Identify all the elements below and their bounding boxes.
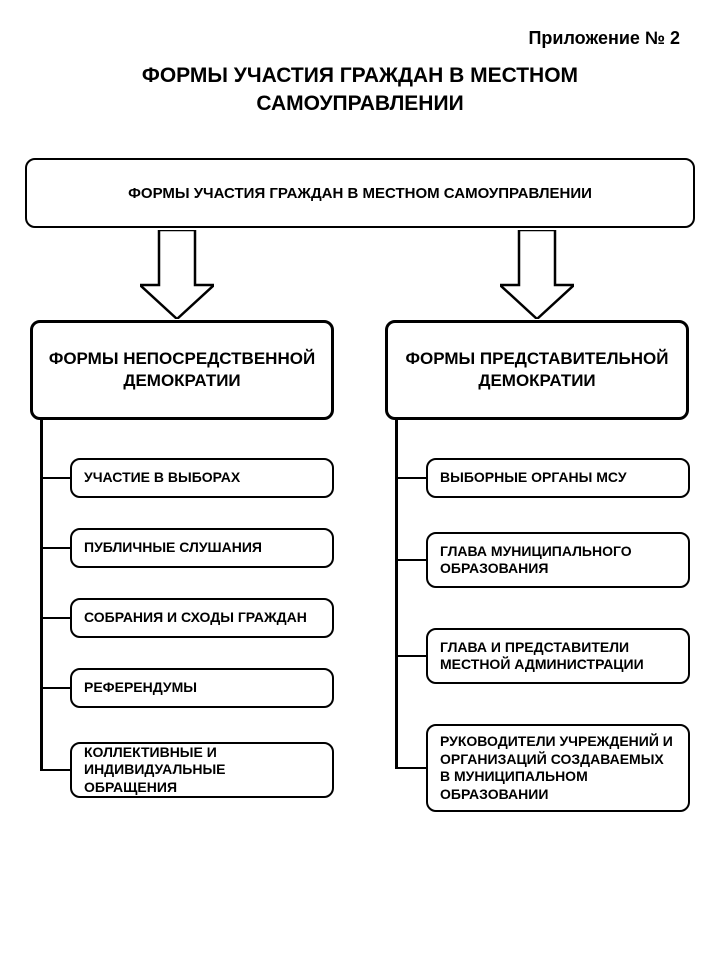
left-item: РЕФЕРЕНДУМЫ [70, 668, 334, 708]
connector-h [395, 559, 426, 562]
right-item: РУКОВОДИТЕЛИ УЧРЕЖДЕНИЙ И ОРГАНИЗАЦИЙ СО… [426, 724, 690, 812]
arrow-left [140, 230, 214, 319]
connector-h [40, 477, 70, 480]
left-item: ПУБЛИЧНЫЕ СЛУШАНИЯ [70, 528, 334, 568]
left-item: СОБРАНИЯ И СХОДЫ ГРАЖДАН [70, 598, 334, 638]
right-item: ГЛАВА И ПРЕДСТАВИТЕЛИ МЕСТНОЙ АДМИНИСТРА… [426, 628, 690, 684]
connector-h [40, 769, 70, 772]
right-item: ВЫБОРНЫЕ ОРГАНЫ МСУ [426, 458, 690, 498]
connector-h [395, 655, 426, 658]
connector-h [40, 547, 70, 550]
arrow-right [500, 230, 574, 319]
connector-h [40, 687, 70, 690]
page-title: ФОРМЫ УЧАСТИЯ ГРАЖДАН В МЕСТНОМ САМОУПРА… [50, 62, 670, 119]
connector-v [395, 420, 398, 769]
appendix-label: Приложение № 2 [528, 28, 680, 49]
connector-h [395, 477, 426, 480]
left-item: УЧАСТИЕ В ВЫБОРАХ [70, 458, 334, 498]
connector-h [395, 767, 426, 770]
connector-v [40, 420, 43, 771]
left-item: КОЛЛЕКТИВНЫЕ И ИНДИВИДУАЛЬНЫЕ ОБРАЩЕНИЯ [70, 742, 334, 798]
root-node: ФОРМЫ УЧАСТИЯ ГРАЖДАН В МЕСТНОМ САМОУПРА… [25, 158, 695, 228]
branch-right-heading: ФОРМЫ ПРЕДСТАВИТЕЛЬНОЙ ДЕМОКРАТИИ [385, 320, 689, 420]
branch-left-heading: ФОРМЫ НЕПОСРЕДСТВЕННОЙ ДЕМОКРАТИИ [30, 320, 334, 420]
connector-h [40, 617, 70, 620]
right-item: ГЛАВА МУНИЦИПАЛЬНОГО ОБРАЗОВАНИЯ [426, 532, 690, 588]
